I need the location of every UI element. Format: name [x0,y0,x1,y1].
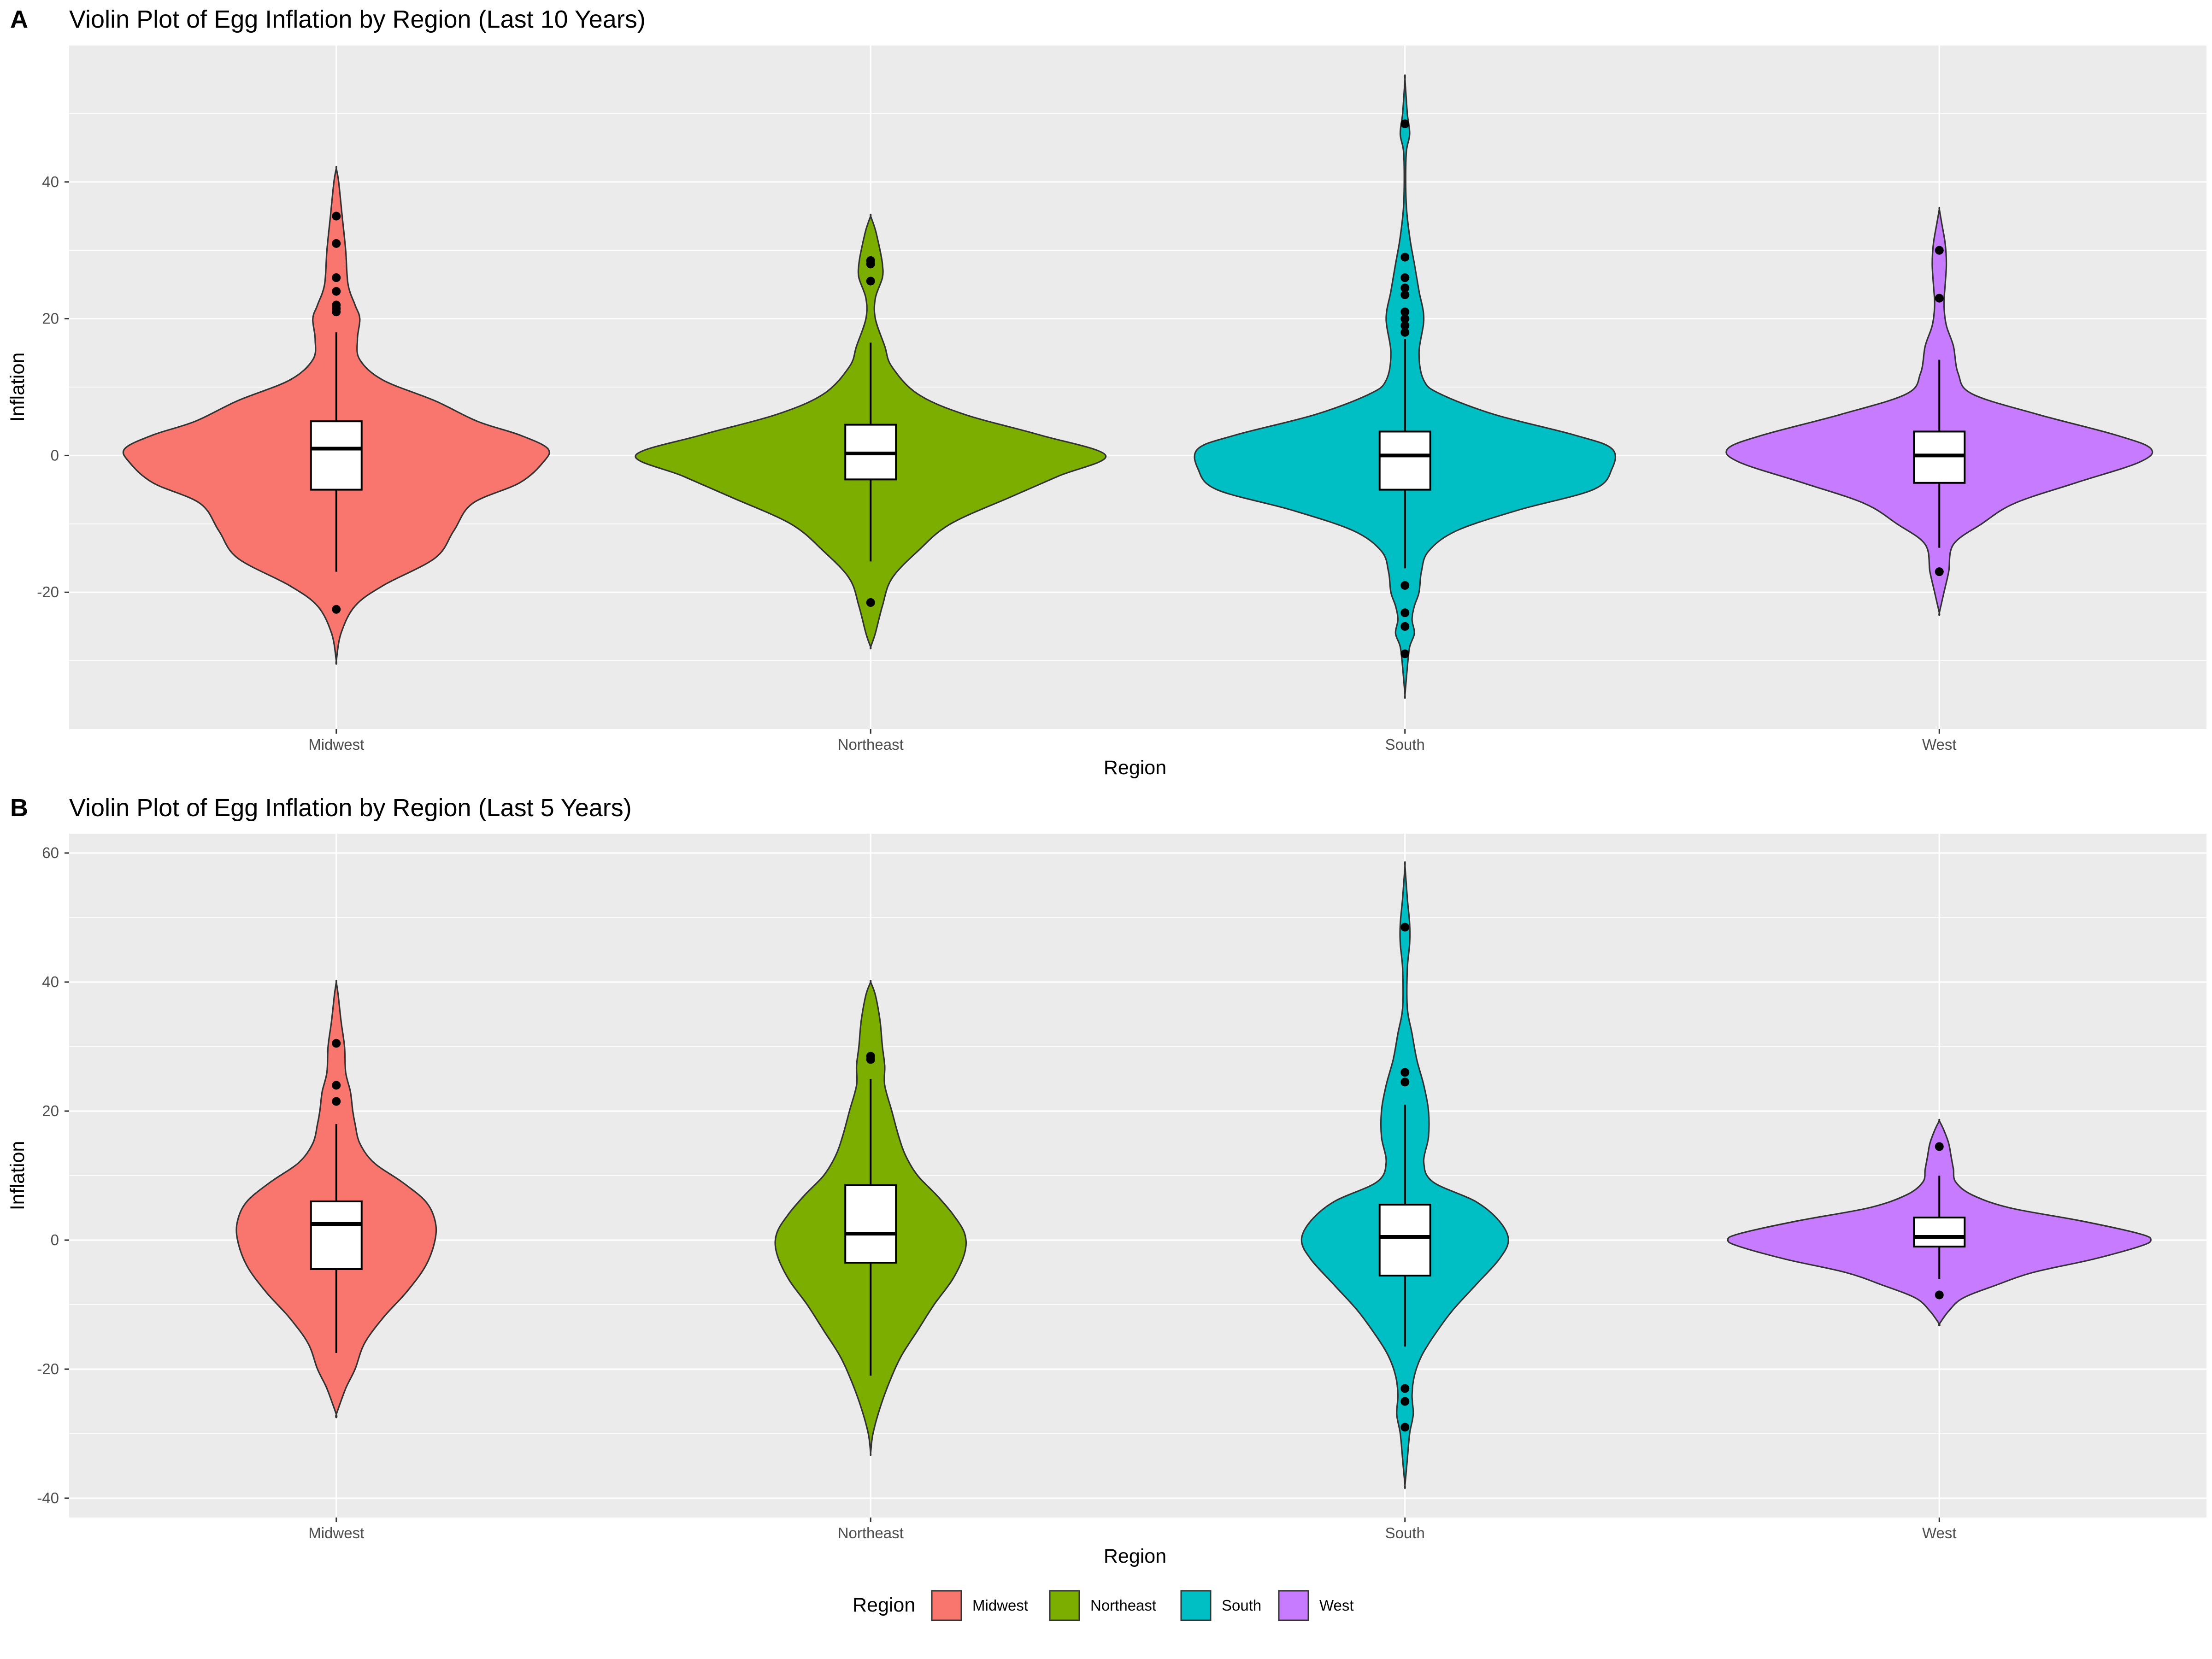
outlier-point [1400,649,1410,659]
outlier-point [332,605,341,614]
y-tick-label: -20 [37,1360,59,1377]
violin-group [1725,206,2153,616]
legend-label: South [1222,1597,1261,1614]
outlier-point [1935,1142,1944,1151]
y-tick-label: 40 [42,973,59,990]
outlier-point [1935,567,1944,577]
legend-title: Region [853,1594,915,1616]
box-iqr [1378,1204,1431,1277]
outlier-point [1400,328,1410,337]
x-tick-label: Northeast [838,736,904,753]
violin-group [1727,1118,2152,1327]
legend-swatch [1049,1590,1080,1621]
panel-a: A Violin Plot of Egg Inflation by Region… [6,6,2206,779]
x-axis-title-b: Region [1104,1545,1166,1567]
outlier-point [1935,294,1944,303]
panel-b-title: Violin Plot of Egg Inflation by Region (… [69,794,632,822]
outlier-point [1400,1077,1410,1087]
panel-tag-a: A [10,6,28,33]
y-tick-label: -20 [37,583,59,600]
outlier-point [1935,1290,1944,1300]
x-tick-label: West [1922,1524,1957,1541]
panel-a-title: Violin Plot of Egg Inflation by Region (… [69,6,646,33]
outlier-point [866,259,875,269]
x-axis-title-a: Region [1104,757,1166,779]
box-iqr [1913,1217,1966,1247]
outlier-point [866,276,875,286]
outlier-point [866,598,875,607]
box-iqr [310,420,363,491]
outlier-point [1400,290,1410,300]
violins-b [235,861,2152,1489]
legend: Region Midwest Northeast South West [853,1590,1354,1621]
y-tick-label: 40 [42,173,59,190]
legend-swatch [1278,1590,1309,1621]
legend-label: Midwest [972,1597,1028,1614]
box-iqr [310,1200,363,1270]
y-axis-a: -20 0 20 40 [37,173,69,600]
box-iqr [1378,430,1431,491]
outlier-point [1400,283,1410,293]
legend-label: Northeast [1090,1597,1156,1614]
legend-label: West [1319,1597,1354,1614]
violin-group [122,165,550,665]
outlier-point [1400,1397,1410,1406]
outlier-point [1400,253,1410,262]
outlier-point [332,287,341,296]
x-tick-label: South [1385,1524,1425,1541]
y-tick-label: 20 [42,1102,59,1119]
violin-group [235,979,437,1418]
outlier-point [1400,314,1410,324]
outlier-point [1400,307,1410,317]
violin-group [774,979,967,1456]
box-iqr [844,1184,897,1264]
outlier-point [332,239,341,248]
panel-b: B Violin Plot of Egg Inflation by Region… [6,794,2206,1567]
y-axis-title-a: Inflation [6,353,29,422]
legend-swatch [1180,1590,1212,1621]
outlier-point [332,1039,341,1048]
outlier-point [1400,581,1410,590]
panel-tag-b: B [10,794,28,822]
y-tick-label: 60 [42,844,59,861]
x-tick-label: Midwest [308,736,364,753]
y-tick-label: 0 [51,1231,59,1248]
legend-swatch [931,1590,962,1621]
x-axis-b: Midwest Northeast South West [308,1518,1957,1541]
outlier-point [1400,273,1410,282]
outlier-point [1400,1423,1410,1432]
y-tick-label: -40 [37,1489,59,1506]
violins-a [122,74,2153,699]
y-axis-title-b: Inflation [6,1141,29,1211]
outlier-point [1400,1384,1410,1393]
outlier-point [1400,1068,1410,1077]
y-axis-b: -40 -20 0 20 40 60 [37,844,69,1506]
x-tick-label: Northeast [838,1524,904,1541]
outlier-point [1935,246,1944,255]
violin-group [1300,861,1509,1489]
violin-group [1194,74,1616,699]
outlier-point [332,273,341,282]
y-tick-label: 20 [42,310,59,327]
outlier-point [1400,321,1410,330]
outlier-point [1400,608,1410,618]
outlier-point [866,1055,875,1064]
outlier-point [332,1081,341,1090]
outlier-point [1400,119,1410,129]
x-tick-label: Midwest [308,1524,364,1541]
x-tick-label: West [1922,736,1957,753]
outlier-point [332,1097,341,1106]
x-axis-a: Midwest Northeast South West [308,729,1957,753]
y-tick-label: 0 [51,447,59,464]
legend-items: Midwest Northeast South West [931,1590,1354,1621]
x-tick-label: South [1385,736,1425,753]
outlier-point [332,212,341,221]
violin-group [635,213,1106,650]
outlier-point [1400,923,1410,932]
outlier-point [1400,622,1410,631]
outlier-point [332,307,341,317]
